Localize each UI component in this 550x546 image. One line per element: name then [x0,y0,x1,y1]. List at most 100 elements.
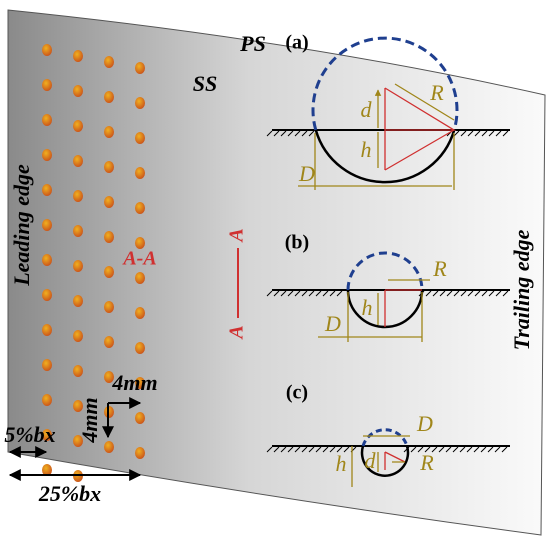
hole-section-label: A-A [121,248,156,270]
hole [135,412,145,424]
hole [104,196,114,208]
hatch-line [329,290,336,297]
hole [135,167,145,179]
hole [42,429,52,441]
hatch-line [294,290,301,297]
offset-last: 25%bx [38,481,101,506]
dashed-circle [361,428,409,447]
dim-d-diameter: D [416,411,433,436]
hole [42,44,52,56]
hatch-line [432,290,439,297]
hatch-line [501,446,508,453]
hole [104,91,114,103]
dim-h: h [361,137,372,162]
cut-bottom: A [226,325,248,340]
hole [104,231,114,243]
hole [42,394,52,406]
hole [104,441,114,453]
hole [42,254,52,266]
hatch-line [322,446,329,453]
hatch-line [473,446,480,453]
hatch-line [329,446,336,453]
hatch-line [502,290,509,297]
hole [73,295,83,307]
panel-label: (b) [285,232,309,254]
construction-lines [384,289,422,327]
dim-d: d [365,448,377,473]
hole [42,184,52,196]
hatch-line [273,130,280,137]
construction-lines [384,87,457,171]
hatch-line [480,446,487,453]
trailing-edge-label: Trailing edge [509,229,534,350]
hole [104,336,114,348]
hole [73,50,83,62]
hatch-line [467,130,474,137]
hatch-line [315,446,322,453]
hole [135,377,145,389]
pitch-x: 4mm [111,370,157,395]
hole [42,79,52,91]
hole [104,56,114,68]
hatch-line [336,446,343,453]
hatch-line [488,130,495,137]
hatch-line [481,130,488,137]
hatch-line [494,446,501,453]
hole [73,225,83,237]
hole [104,371,114,383]
hole [135,237,145,249]
hole [104,301,114,313]
dim-r: R [429,80,444,105]
hatch-line [280,130,287,137]
hatch-line [294,446,301,453]
hatch-line [343,446,350,453]
hatch-line [453,290,460,297]
hatch-line [336,290,343,297]
construction-lines [384,451,406,470]
dimension-lines [351,435,410,487]
hole [42,289,52,301]
hatch-line [301,290,308,297]
hatch-line [459,446,466,453]
hole [42,219,52,231]
offset-first: 5%bx [4,422,55,447]
hole [73,365,83,377]
hatch-line [502,130,509,137]
leading-edge-label: Leading edge [9,164,34,287]
hole [135,132,145,144]
panel-label: (a) [285,32,308,54]
hatch-line [280,290,287,297]
ps-label: PS [239,31,266,56]
dimension-lines [298,90,455,190]
hole [73,85,83,97]
radius-line [394,83,455,121]
cut-top: A [226,228,248,243]
dim-d-diameter: D [324,311,341,336]
hatching [266,130,509,453]
hatch-line [488,290,495,297]
hatch-line [280,446,287,453]
hatch-line [474,130,481,137]
panel-label: (c) [286,382,308,404]
hatch-line [287,130,294,137]
hatch-line [301,130,308,137]
hole-profile [360,445,410,477]
hole [73,190,83,202]
hatch-line [273,290,280,297]
hatch-line [487,446,494,453]
hatch-line [425,290,432,297]
hole [104,161,114,173]
dimension-lines [318,279,430,342]
hatch-line [439,290,446,297]
hole [42,114,52,126]
hatch-line [452,446,459,453]
hatch-line [266,290,273,297]
hatch-line [438,446,445,453]
hole [73,120,83,132]
hole [42,324,52,336]
hatch-line [308,130,315,137]
hole [135,97,145,109]
dashed-circle [346,251,424,291]
dim-r: R [432,256,447,281]
